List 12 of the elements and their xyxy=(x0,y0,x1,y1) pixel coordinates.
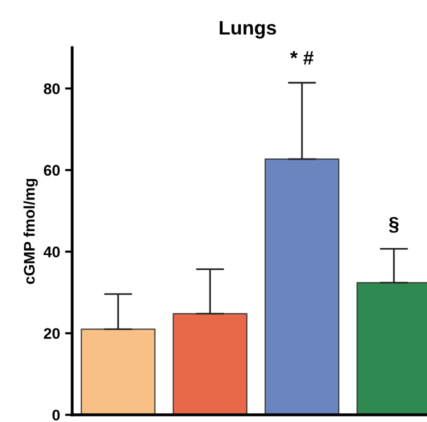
y-axis-title: cGMP fmol/mg xyxy=(24,178,38,284)
y-tick-label: 40 xyxy=(44,246,60,258)
annotation: § xyxy=(389,217,399,233)
annotation: * # xyxy=(290,51,314,65)
y-tick-label: 60 xyxy=(44,164,60,176)
y-tick-label: 80 xyxy=(44,83,60,94)
bar xyxy=(80,328,156,415)
y-tick-label: 20 xyxy=(44,328,60,339)
bar xyxy=(172,313,248,415)
bar xyxy=(264,158,340,415)
y-tick-label: 0 xyxy=(52,410,60,421)
chart-title: Lungs xyxy=(220,21,276,39)
